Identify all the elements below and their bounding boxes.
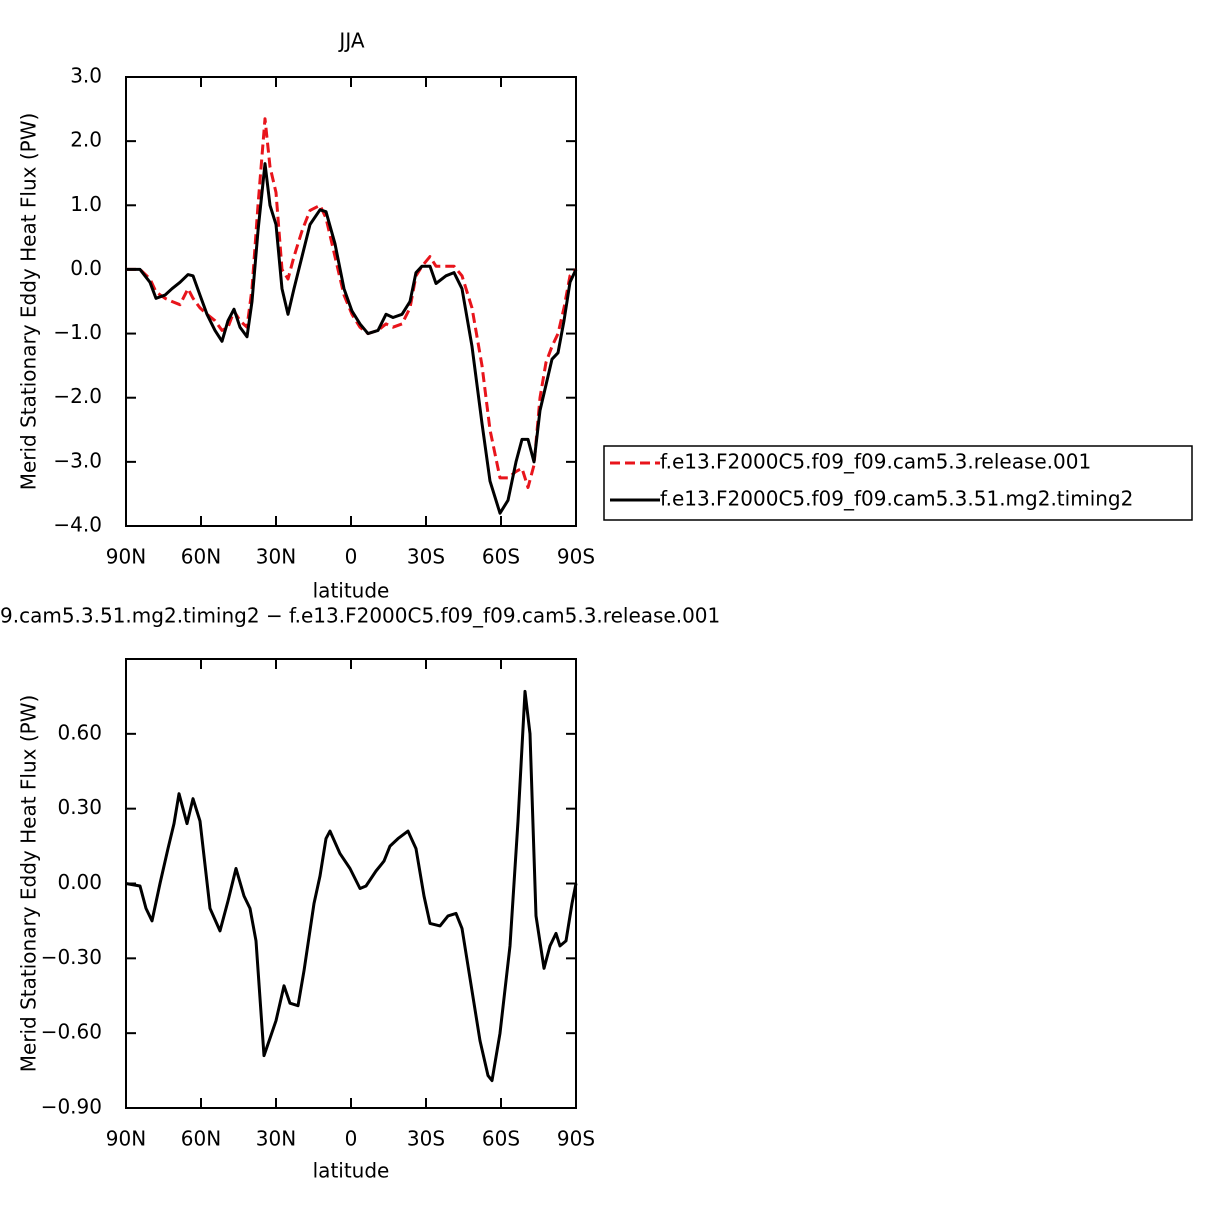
y-tick-label: −2.0 [53, 384, 102, 408]
x-tick-label: 30S [407, 545, 445, 569]
x-tick-label: 0 [345, 1127, 358, 1151]
x-tick-label: 60N [181, 1127, 221, 1151]
plot-frame [125, 658, 577, 1109]
series-line [125, 689, 578, 1083]
x-tick-label: 0 [345, 545, 358, 569]
x-tick-label: 90N [106, 545, 146, 569]
x-axis-label: latitude [313, 579, 390, 603]
chart-title: JJA [337, 29, 364, 53]
x-tick-label: 30S [407, 1127, 445, 1151]
x-tick-label: 60S [482, 1127, 520, 1151]
y-tick-label: 3.0 [70, 64, 102, 88]
x-tick-label: 30N [256, 545, 296, 569]
x-tick-label: 60S [482, 545, 520, 569]
y-tick-label: −4.0 [53, 513, 102, 537]
series-line [126, 162, 578, 515]
x-axis-label: latitude [313, 1159, 390, 1183]
legend-box [603, 445, 1193, 521]
plot-frame [125, 76, 577, 527]
y-tick-label: −1.0 [53, 320, 102, 344]
x-tick-label: 90N [106, 1127, 146, 1151]
chart-title: 9.cam5.3.51.mg2.timing2 − f.e13.F2000C5.… [0, 604, 720, 628]
x-tick-label: 30N [256, 1127, 296, 1151]
y-axis-label: Merid Stationary Eddy Heat Flux (PW) [17, 113, 41, 491]
x-tick-label: 90S [557, 1127, 595, 1151]
x-tick-label: 90S [557, 545, 595, 569]
legend-label: f.e13.F2000C5.f09_f09.cam5.3.release.001 [660, 450, 1091, 474]
x-tick-label: 60N [181, 545, 221, 569]
legend-label: f.e13.F2000C5.f09_f09.cam5.3.51.mg2.timi… [660, 487, 1133, 511]
y-tick-label: 2.0 [70, 128, 102, 152]
y-tick-label: −0.60 [41, 1020, 102, 1044]
y-tick-label: 0.00 [57, 870, 102, 894]
y-tick-label: 0.30 [57, 795, 102, 819]
y-tick-label: −0.30 [41, 945, 102, 969]
y-tick-label: −0.90 [41, 1095, 102, 1119]
y-tick-label: 0.60 [57, 720, 102, 744]
series-line [126, 117, 578, 489]
y-axis-label: Merid Stationary Eddy Heat Flux (PW) [17, 695, 41, 1073]
y-tick-label: 0.0 [70, 256, 102, 280]
y-tick-label: 1.0 [70, 192, 102, 216]
y-tick-label: −3.0 [53, 448, 102, 472]
